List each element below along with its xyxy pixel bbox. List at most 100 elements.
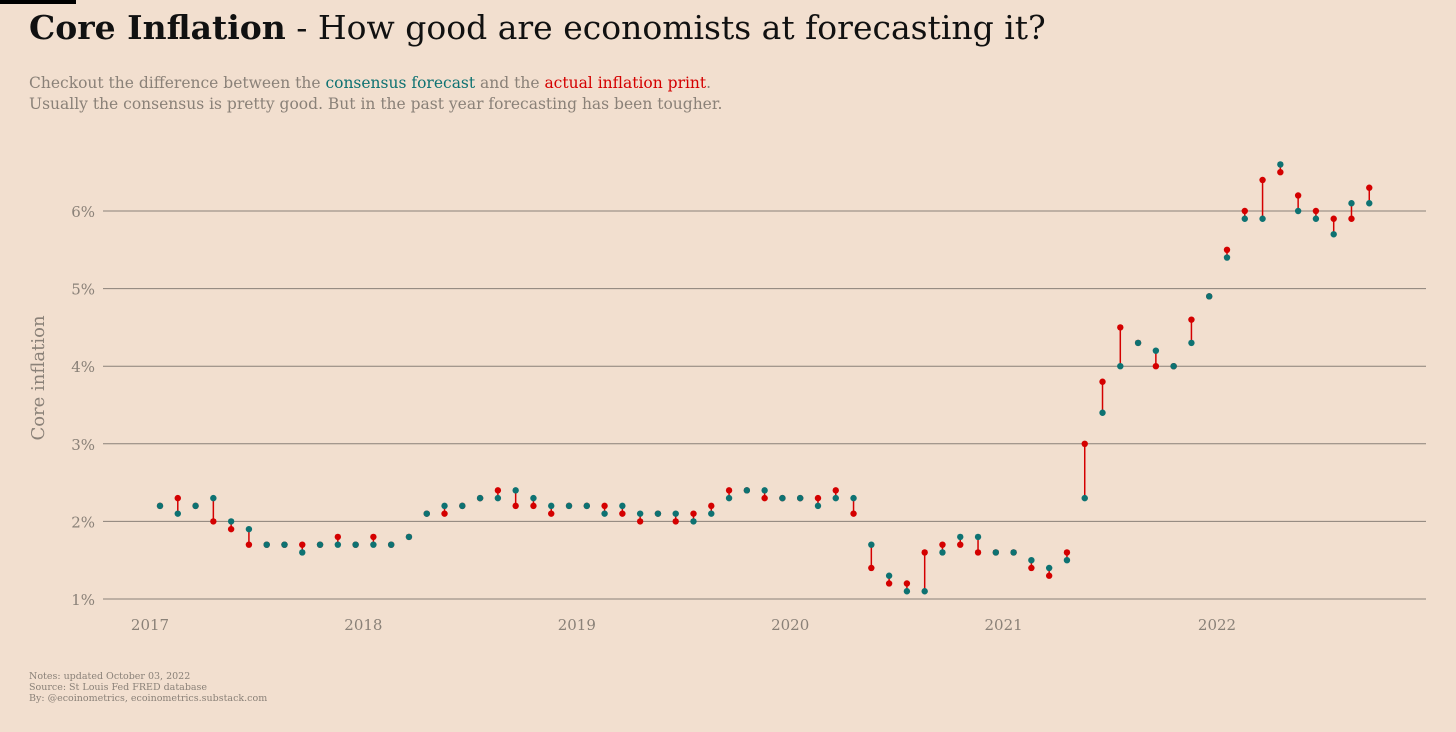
gridlines	[103, 210, 1426, 600]
actual-point	[974, 549, 982, 556]
consensus-point	[1099, 409, 1106, 416]
consensus-point	[548, 502, 555, 510]
consensus-point	[156, 502, 164, 510]
y-tick-label: 5%	[71, 281, 95, 299]
actual-point	[921, 549, 928, 556]
data-points	[156, 161, 1373, 595]
consensus-point	[1312, 215, 1320, 222]
actual-point	[1223, 246, 1231, 253]
subtitle-line-1: Checkout the difference between the cons…	[29, 73, 723, 94]
actual-point	[636, 518, 644, 525]
consensus-point	[441, 502, 448, 510]
consensus-point	[690, 518, 697, 525]
actual-point	[299, 541, 306, 548]
actual-point	[619, 510, 626, 517]
actual-point	[512, 502, 519, 510]
consensus-point	[476, 494, 484, 502]
actual-point	[1330, 215, 1337, 222]
consensus-point	[832, 494, 839, 502]
consensus-point	[370, 541, 377, 548]
y-tick-label: 3%	[71, 436, 95, 454]
accent-bar	[0, 0, 76, 4]
consensus-point	[974, 533, 982, 541]
consensus-point	[636, 510, 644, 517]
consensus-point	[316, 541, 324, 548]
actual-point	[725, 487, 733, 494]
consensus-point	[992, 549, 1000, 556]
consensus-point	[619, 502, 626, 510]
subtitle-text: and the	[475, 74, 545, 92]
consensus-point	[779, 494, 786, 502]
consensus-point	[903, 588, 911, 595]
actual-point	[245, 541, 253, 548]
consensus-point	[1028, 557, 1035, 564]
actual-point	[1348, 215, 1355, 222]
x-tick-label: 2022	[1198, 616, 1236, 634]
consensus-point	[299, 549, 306, 556]
chart-title-bold: Core Inflation	[29, 8, 286, 47]
consensus-point	[281, 541, 288, 548]
consensus-point	[601, 510, 608, 517]
consensus-point	[1010, 549, 1017, 556]
actual-point	[227, 525, 235, 533]
consensus-point	[423, 510, 430, 517]
actual-point	[903, 580, 911, 587]
actual-point	[1259, 176, 1266, 184]
consensus-point	[405, 533, 413, 541]
consensus-forecast-label: consensus forecast	[325, 74, 476, 92]
actual-point	[1117, 324, 1124, 331]
x-tick-label: 2021	[985, 616, 1023, 634]
consensus-point	[814, 502, 822, 510]
consensus-point	[1081, 494, 1088, 502]
source-text: Source: St Louis Fed FRED database	[29, 682, 208, 693]
y-tick-label: 6%	[71, 203, 95, 221]
actual-point	[1188, 316, 1195, 323]
chart-title: Core Inflation - How good are economists…	[29, 8, 1046, 47]
actual-point	[708, 502, 715, 510]
x-tick-label: 2020	[771, 616, 809, 634]
consensus-point	[1241, 215, 1248, 222]
consensus-point	[1063, 557, 1071, 564]
consensus-point	[1117, 363, 1124, 370]
actual-point	[1028, 564, 1035, 572]
consensus-point	[1045, 564, 1053, 572]
actual-point	[939, 541, 946, 548]
actual-point	[1366, 184, 1373, 191]
actual-point	[761, 494, 768, 502]
actual-point	[441, 510, 448, 517]
actual-point	[672, 518, 679, 525]
consensus-point	[1134, 339, 1142, 347]
consensus-point	[1188, 339, 1195, 347]
actual-point	[832, 487, 839, 494]
actual-point	[1045, 572, 1053, 579]
y-tick-labels: 1% 2% 3% 4% 5% 6%	[71, 203, 95, 609]
chart-title-rest: - How good are economists at forecasting…	[285, 8, 1046, 47]
consensus-point	[672, 510, 679, 517]
chart-subtitle: Checkout the difference between the cons…	[29, 73, 723, 115]
consensus-point	[797, 494, 804, 502]
consensus-point	[957, 533, 964, 541]
consensus-point	[263, 541, 270, 548]
footer-notes: Notes: updated October 03, 2022 Source: …	[29, 671, 267, 704]
consensus-point	[708, 510, 715, 517]
consensus-point	[530, 494, 537, 502]
consensus-point	[1277, 161, 1284, 168]
consensus-point	[245, 525, 253, 533]
actual-point	[1081, 440, 1088, 447]
consensus-point	[1330, 231, 1337, 238]
consensus-point	[583, 502, 590, 510]
consensus-point	[352, 541, 359, 548]
actual-point	[548, 510, 555, 517]
consensus-point	[885, 572, 893, 579]
y-axis-label: Core inflation	[28, 315, 49, 441]
consensus-point	[1152, 347, 1160, 354]
consensus-point	[494, 494, 502, 502]
consensus-point	[654, 510, 662, 517]
actual-point	[957, 541, 964, 548]
consensus-point	[192, 502, 199, 510]
x-tick-label: 2018	[344, 616, 382, 634]
actual-point	[601, 502, 608, 510]
actual-point	[174, 494, 181, 502]
x-tick-label: 2019	[558, 616, 596, 634]
